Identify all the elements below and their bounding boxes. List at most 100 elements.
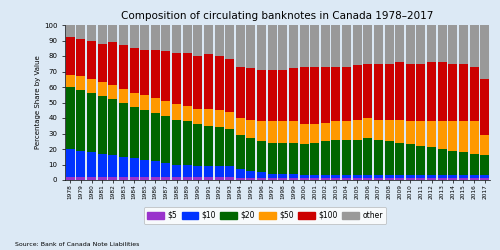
Bar <box>321 67 330 123</box>
Bar <box>98 154 106 177</box>
Bar <box>214 110 224 127</box>
Bar <box>352 120 362 140</box>
Bar <box>395 143 404 175</box>
Bar <box>172 53 181 104</box>
Bar <box>480 178 489 180</box>
Bar <box>246 25 256 68</box>
Bar <box>162 163 170 177</box>
Bar <box>108 155 118 177</box>
Bar <box>459 64 468 121</box>
Bar <box>438 175 446 178</box>
Bar <box>182 53 192 106</box>
Bar <box>204 177 213 180</box>
Bar <box>204 126 213 166</box>
Bar <box>300 175 308 178</box>
Bar <box>416 178 426 180</box>
Bar <box>480 155 489 175</box>
Bar <box>87 25 96 40</box>
Bar <box>130 25 138 48</box>
Bar <box>374 120 383 140</box>
Bar <box>87 177 96 180</box>
Bar <box>172 177 181 180</box>
Bar <box>162 177 170 180</box>
Bar <box>310 25 319 67</box>
Bar <box>257 178 266 180</box>
Bar <box>194 177 202 180</box>
Bar <box>480 175 489 178</box>
Bar <box>470 175 478 178</box>
Bar <box>182 121 192 164</box>
Bar <box>182 177 192 180</box>
Bar <box>257 172 266 178</box>
Bar <box>427 148 436 175</box>
Bar <box>416 146 426 175</box>
Bar <box>310 175 319 178</box>
Bar <box>352 25 362 65</box>
Bar <box>427 25 436 62</box>
Bar <box>108 100 118 155</box>
Bar <box>162 116 170 163</box>
Bar <box>172 164 181 177</box>
Bar <box>448 121 458 150</box>
Bar <box>268 143 276 174</box>
Bar <box>289 178 298 180</box>
Bar <box>66 74 75 87</box>
Bar <box>321 178 330 180</box>
Bar <box>214 25 224 56</box>
Bar <box>438 178 446 180</box>
Bar <box>130 93 138 107</box>
Bar <box>332 121 340 140</box>
Bar <box>98 177 106 180</box>
Bar <box>130 48 138 93</box>
Bar <box>342 140 351 175</box>
Bar <box>384 120 394 141</box>
Bar <box>140 50 149 95</box>
Bar <box>427 62 436 121</box>
Bar <box>130 107 138 158</box>
Bar <box>384 175 394 178</box>
Bar <box>470 25 478 67</box>
Bar <box>480 79 489 135</box>
Bar <box>257 25 266 70</box>
Bar <box>395 120 404 143</box>
Bar <box>374 175 383 178</box>
Bar <box>246 120 256 138</box>
Bar <box>321 175 330 178</box>
Bar <box>204 54 213 109</box>
Bar <box>459 25 468 64</box>
Bar <box>480 135 489 155</box>
Bar <box>364 25 372 64</box>
Bar <box>204 25 213 54</box>
Bar <box>448 150 458 175</box>
Bar <box>162 101 170 116</box>
Bar <box>162 25 170 51</box>
Bar <box>66 149 75 177</box>
Bar <box>438 149 446 175</box>
Bar <box>459 121 468 152</box>
Bar <box>342 178 351 180</box>
Bar <box>76 76 86 90</box>
Bar <box>395 25 404 62</box>
Bar <box>384 64 394 120</box>
Bar <box>194 109 202 124</box>
Bar <box>406 121 415 144</box>
Bar <box>395 62 404 120</box>
Bar <box>289 121 298 143</box>
Bar <box>140 95 149 110</box>
Bar <box>321 123 330 141</box>
Bar <box>321 25 330 67</box>
Bar <box>459 178 468 180</box>
Bar <box>278 70 287 121</box>
Bar <box>87 79 96 93</box>
Bar <box>246 138 256 171</box>
Bar <box>310 67 319 124</box>
Bar <box>119 88 128 102</box>
Bar <box>332 140 340 175</box>
Bar <box>289 68 298 121</box>
Bar <box>300 67 308 124</box>
Bar <box>236 169 245 178</box>
Bar <box>140 25 149 50</box>
Bar <box>225 129 234 166</box>
Bar <box>108 25 118 42</box>
Bar <box>438 121 446 149</box>
